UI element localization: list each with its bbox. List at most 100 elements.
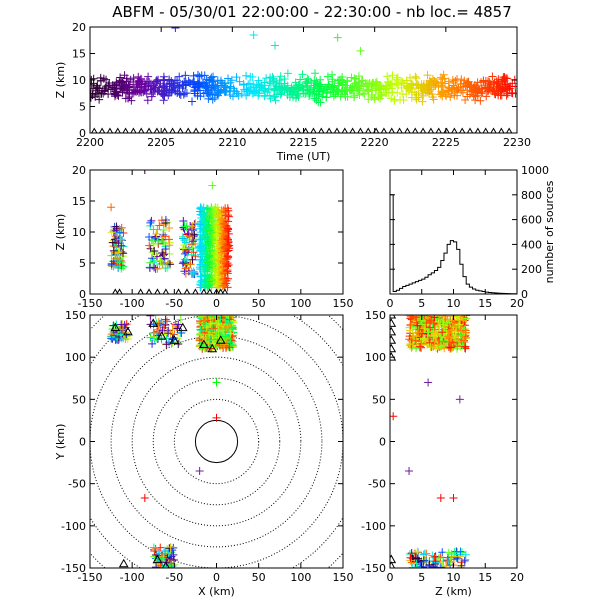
ground-marker xyxy=(169,335,180,344)
source-point xyxy=(217,206,226,215)
source-point xyxy=(310,94,319,103)
source-point xyxy=(334,81,343,90)
source-point xyxy=(455,552,464,561)
x-tick-label: 15 xyxy=(478,297,492,310)
source-point xyxy=(451,76,460,85)
source-point xyxy=(413,321,422,330)
source-point xyxy=(424,328,433,337)
source-point xyxy=(447,326,456,335)
source-point xyxy=(281,84,290,93)
ground-marker xyxy=(365,127,372,133)
source-point xyxy=(438,561,447,568)
source-point xyxy=(485,85,494,94)
ground-marker xyxy=(198,339,209,349)
x-tick-label: 0 xyxy=(213,297,220,310)
source-point xyxy=(188,237,197,246)
ground-marker xyxy=(239,127,247,133)
source-point xyxy=(481,76,490,85)
source-point xyxy=(218,248,227,257)
source-point xyxy=(158,261,167,270)
source-point xyxy=(478,87,487,96)
source-point xyxy=(161,245,170,254)
source-point xyxy=(323,72,332,81)
ground-marker xyxy=(91,127,98,133)
ground-marker xyxy=(474,127,482,133)
source-point xyxy=(431,344,440,353)
ground-marker xyxy=(247,127,255,133)
y-tick-label: -100 xyxy=(61,520,86,533)
source-point xyxy=(212,272,221,281)
source-point xyxy=(216,315,225,324)
source-point xyxy=(218,268,227,277)
source-point xyxy=(221,79,230,88)
source-point xyxy=(207,228,216,237)
source-point xyxy=(461,315,470,323)
x-axis-label: Time (UT) xyxy=(276,150,331,163)
source-point xyxy=(444,332,453,341)
ground-marker xyxy=(154,288,161,294)
source-point xyxy=(156,256,165,265)
x-tick-label: 0 xyxy=(387,571,394,584)
y-tick-label: 0 xyxy=(379,436,386,449)
source-point xyxy=(411,72,420,81)
source-point xyxy=(210,222,219,231)
source-point xyxy=(157,257,166,266)
source-point xyxy=(145,241,154,250)
source-point xyxy=(443,557,452,566)
ground-marker xyxy=(263,127,270,133)
figure-title: ABFM - 05/30/01 22:00:00 - 22:30:00 - nb… xyxy=(112,3,512,21)
source-point xyxy=(154,318,163,327)
ground-marker xyxy=(145,288,153,294)
source-point xyxy=(424,562,433,568)
source-point xyxy=(163,317,172,326)
source-point xyxy=(476,96,485,105)
source-point xyxy=(209,81,218,90)
source-point xyxy=(196,243,205,252)
source-point xyxy=(310,76,319,85)
source-point xyxy=(416,83,425,92)
source-point xyxy=(477,89,486,98)
source-point xyxy=(214,277,223,286)
source-point xyxy=(207,256,216,265)
source-point xyxy=(213,76,222,85)
source-point xyxy=(443,318,452,327)
source-point xyxy=(158,248,167,257)
source-point xyxy=(456,563,465,568)
x-tick-label: 50 xyxy=(252,571,266,584)
ground-marker xyxy=(490,127,497,133)
source-point xyxy=(412,559,421,568)
source-point xyxy=(119,262,128,271)
source-point xyxy=(381,88,390,97)
source-point xyxy=(407,80,416,89)
source-point xyxy=(458,88,467,97)
y-axis-label: number of sources xyxy=(543,180,556,283)
source-point xyxy=(488,72,497,81)
ground-marker xyxy=(443,127,450,133)
ground-marker xyxy=(466,127,474,133)
source-point xyxy=(142,89,151,98)
source-point xyxy=(97,89,106,98)
source-point xyxy=(139,88,148,97)
source-point xyxy=(218,238,227,247)
ground-marker xyxy=(271,127,278,133)
ground-marker xyxy=(122,127,129,133)
source-point xyxy=(161,219,170,228)
source-point xyxy=(412,90,421,99)
source-point xyxy=(437,341,446,350)
source-point xyxy=(322,93,331,102)
source-point xyxy=(191,89,200,98)
source-point xyxy=(226,337,235,346)
source-point xyxy=(377,91,386,100)
source-point xyxy=(149,240,158,249)
source-point xyxy=(193,82,202,91)
source-point xyxy=(148,248,157,257)
source-point xyxy=(205,263,214,272)
ground-marker xyxy=(404,127,411,133)
source-point xyxy=(343,77,352,86)
source-point xyxy=(460,556,469,565)
y-tick-label: 15 xyxy=(72,195,86,208)
ground-marker xyxy=(390,561,396,568)
source-point xyxy=(150,329,159,338)
source-point xyxy=(180,236,189,245)
